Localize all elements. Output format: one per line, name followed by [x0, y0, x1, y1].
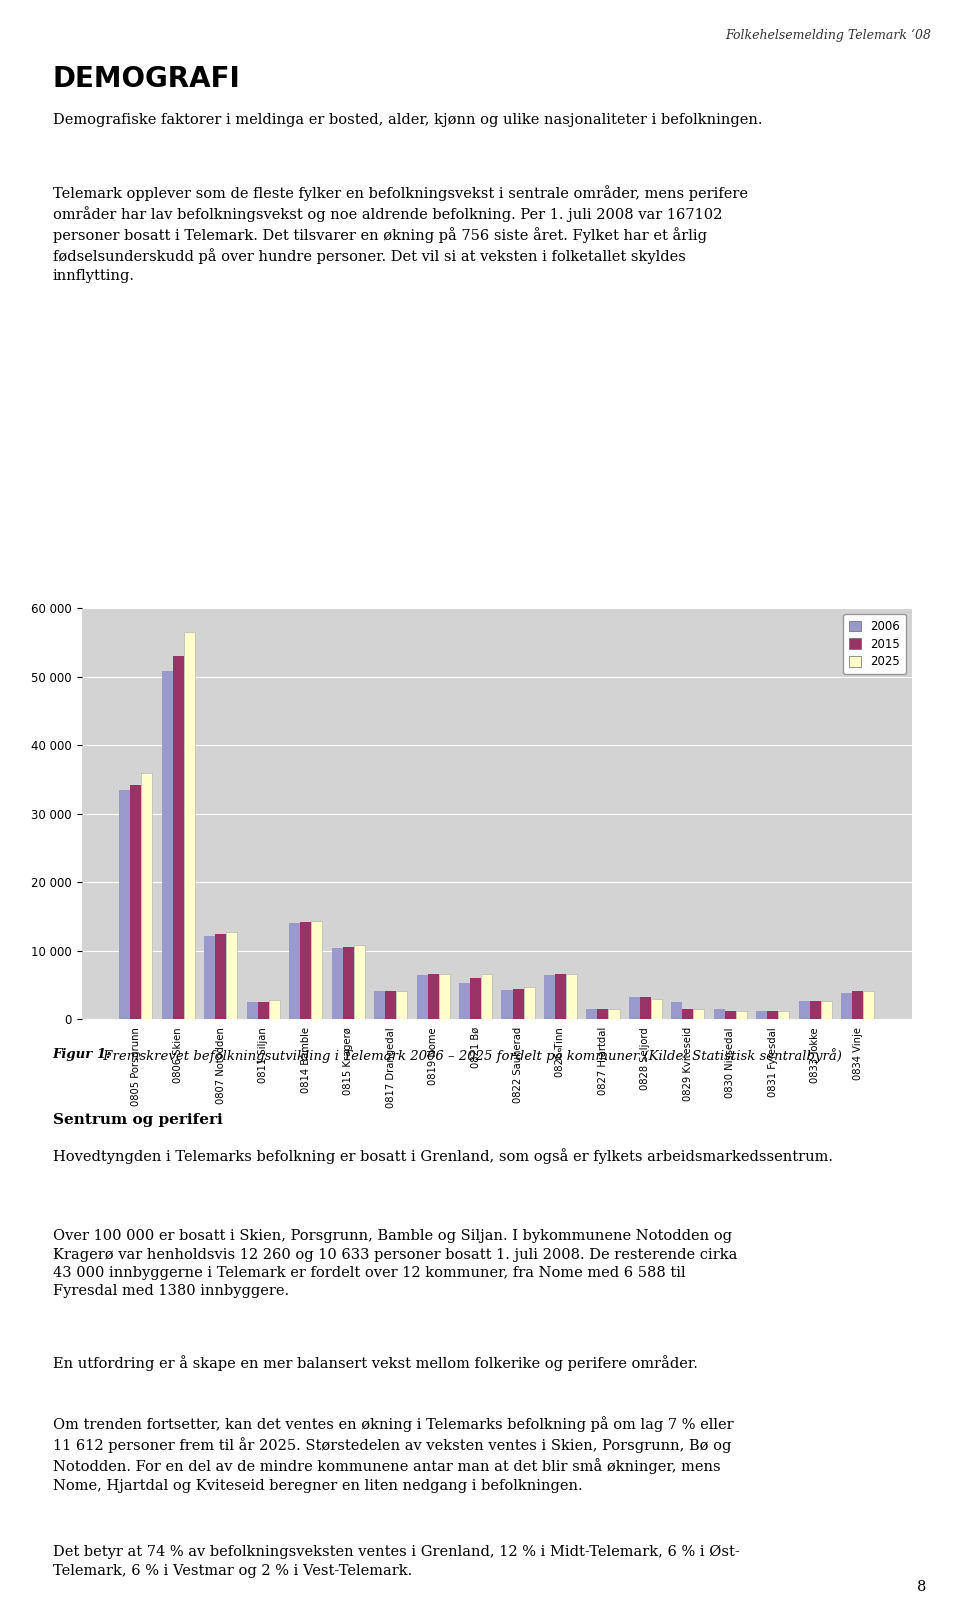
Bar [269, 1000, 279, 1019]
Text: Demografiske faktorer i meldinga er bosted, alder, kjønn og ulike nasjonaliteter: Demografiske faktorer i meldinga er bost… [53, 113, 762, 127]
Text: Det betyr at 74 % av befolkningsveksten ventes i Grenland, 12 % i Midt-Telemark,: Det betyr at 74 % av befolkningsveksten … [53, 1545, 739, 1578]
Text: Sentrum og periferi: Sentrum og periferi [53, 1113, 223, 1127]
Bar [204, 936, 215, 1019]
Text: Figur 1:: Figur 1: [53, 1048, 111, 1061]
Bar [779, 1010, 789, 1019]
Text: Hovedtyngden i Telemarks befolkning er bosatt i Grenland, som også er fylkets ar: Hovedtyngden i Telemarks befolkning er b… [53, 1148, 832, 1165]
Bar [300, 923, 311, 1019]
Text: Om trenden fortsetter, kan det ventes en økning i Telemarks befolkning på om lag: Om trenden fortsetter, kan det ventes en… [53, 1416, 733, 1492]
Bar [863, 990, 875, 1019]
Bar [173, 656, 184, 1019]
Bar [331, 948, 343, 1019]
Bar [725, 1010, 736, 1019]
Bar [247, 1002, 257, 1019]
Bar [629, 997, 640, 1019]
Bar [311, 921, 323, 1019]
Bar [544, 974, 555, 1019]
Bar [555, 974, 566, 1019]
Bar [809, 1002, 821, 1019]
Text: Fremskrevet befolkningsutvikling i Telemark 2006 – 2025 fordelt på kommuner (Kil: Fremskrevet befolkningsutvikling i Telem… [99, 1048, 842, 1063]
Text: En utfordring er å skape en mer balansert vekst mellom folkerike og perifere omr: En utfordring er å skape en mer balanser… [53, 1355, 698, 1371]
Bar [119, 790, 131, 1019]
Bar [597, 1010, 609, 1019]
Bar [821, 1002, 831, 1019]
Bar [289, 923, 300, 1019]
Bar [841, 992, 852, 1019]
Bar [523, 987, 535, 1019]
Bar [417, 974, 427, 1019]
Bar [651, 998, 662, 1019]
Bar [184, 632, 195, 1019]
Bar [215, 934, 227, 1019]
Bar [501, 990, 513, 1019]
Bar [513, 989, 523, 1019]
Bar [439, 974, 449, 1019]
Text: Telemark opplever som de fleste fylker en befolkningsvekst i sentrale områder, m: Telemark opplever som de fleste fylker e… [53, 185, 748, 282]
Bar [374, 990, 385, 1019]
Text: 8: 8 [917, 1579, 926, 1594]
Text: DEMOGRAFI: DEMOGRAFI [53, 65, 241, 92]
Text: Folkehelsemelding Telemark ‘08: Folkehelsemelding Telemark ‘08 [725, 29, 931, 42]
Bar [385, 990, 396, 1019]
Bar [162, 671, 173, 1019]
Bar [396, 990, 407, 1019]
Bar [481, 974, 492, 1019]
Bar [756, 1010, 767, 1019]
Bar [671, 1002, 683, 1019]
Bar [227, 932, 237, 1019]
Bar [353, 945, 365, 1019]
Bar [640, 997, 651, 1019]
Bar [459, 982, 470, 1019]
Bar [141, 773, 153, 1019]
Bar [609, 1010, 619, 1019]
Bar [257, 1002, 269, 1019]
Bar [736, 1010, 747, 1019]
Bar [767, 1010, 779, 1019]
Bar [714, 1010, 725, 1019]
Bar [683, 1010, 693, 1019]
Bar [587, 1010, 597, 1019]
Bar [470, 977, 481, 1019]
Bar [427, 974, 439, 1019]
Bar [131, 786, 141, 1019]
Bar [852, 992, 863, 1019]
Bar [343, 947, 353, 1019]
Bar [693, 1010, 705, 1019]
Bar [799, 1002, 809, 1019]
Text: Over 100 000 er bosatt i Skien, Porsgrunn, Bamble og Siljan. I bykommunene Notod: Over 100 000 er bosatt i Skien, Porsgrun… [53, 1229, 737, 1298]
Legend: 2006, 2015, 2025: 2006, 2015, 2025 [843, 615, 906, 674]
Bar [566, 974, 577, 1019]
